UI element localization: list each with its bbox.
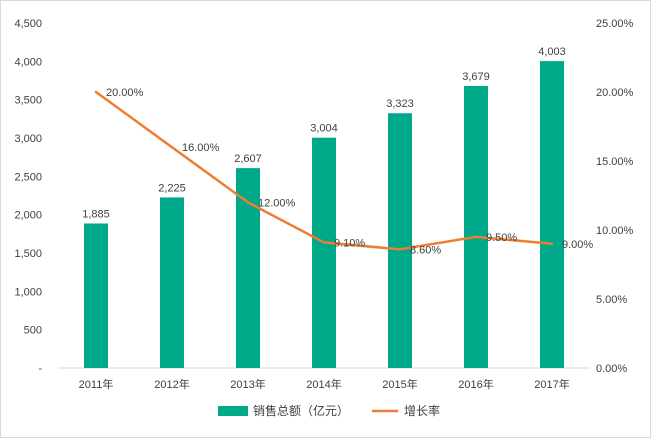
growth-rate-point [399,248,401,250]
legend-label-bar: 销售总额（亿元） [253,403,349,418]
growth-rate-point [475,236,477,238]
legend-swatch-bar [218,406,248,416]
growth-rate-point [247,201,249,203]
y-left-tick-label: 2,000 [14,210,42,222]
growth-rate-label: 9.10% [334,237,365,249]
bar-value-label: 3,323 [386,98,414,110]
growth-rate-label: 9.00% [562,239,593,251]
x-tick-label: 2014年 [306,377,341,391]
y-right-tick-label: 25.00% [596,18,634,30]
bar [160,197,184,368]
y-left-tick-label: 1,500 [14,248,42,260]
growth-rate-label: 9.50% [486,232,517,244]
bar [84,223,108,368]
bar-value-label: 1,885 [82,208,110,220]
x-tick-label: 2015年 [382,377,417,391]
growth-rate-point [95,91,97,93]
bar-value-label: 4,003 [538,46,566,58]
x-tick-label: 2017年 [534,377,569,391]
legend-label-line: 增长率 [404,403,440,418]
y-left-tick-label: 3,500 [14,95,42,107]
y-right-tick-label: 0.00% [596,363,627,375]
x-tick-label: 2013年 [230,377,265,391]
y-left-tick-label: 2,500 [14,171,42,183]
bar-value-label: 3,679 [462,71,490,83]
y-right-tick-label: 20.00% [596,87,634,99]
growth-rate-label: 16.00% [182,142,220,154]
bar [236,168,260,368]
bar [464,85,488,369]
bar-value-label: 2,607 [234,153,262,165]
growth-rate-point [551,243,553,245]
bar [312,137,336,368]
x-tick-label: 2016年 [458,377,493,391]
bar [388,113,412,368]
y-left-tick-label: 500 [24,325,42,337]
x-tick-label: 2011年 [79,377,114,391]
growth-rate-point [323,241,325,243]
bar [540,61,564,368]
y-right-tick-label: 5.00% [596,294,627,306]
bar-value-label: 2,225 [158,182,186,194]
growth-rate-point [171,146,173,148]
y-left-tick-label: 4,000 [14,56,42,68]
y-left-tick-label: 4,500 [14,18,42,30]
x-tick-label: 2012年 [154,377,189,391]
growth-rate-label: 20.00% [106,87,144,99]
y-right-tick-label: 10.00% [596,225,634,237]
bar-value-label: 3,004 [310,123,338,135]
y-left-tick-label: 3,000 [14,133,42,145]
y-left-tick-label: 1,000 [14,286,42,298]
y-right-tick-label: 15.00% [596,156,634,168]
y-left-tick-label: - [38,363,42,375]
growth-rate-label: 8.60% [410,244,441,256]
growth-rate-label: 12.00% [258,197,296,209]
